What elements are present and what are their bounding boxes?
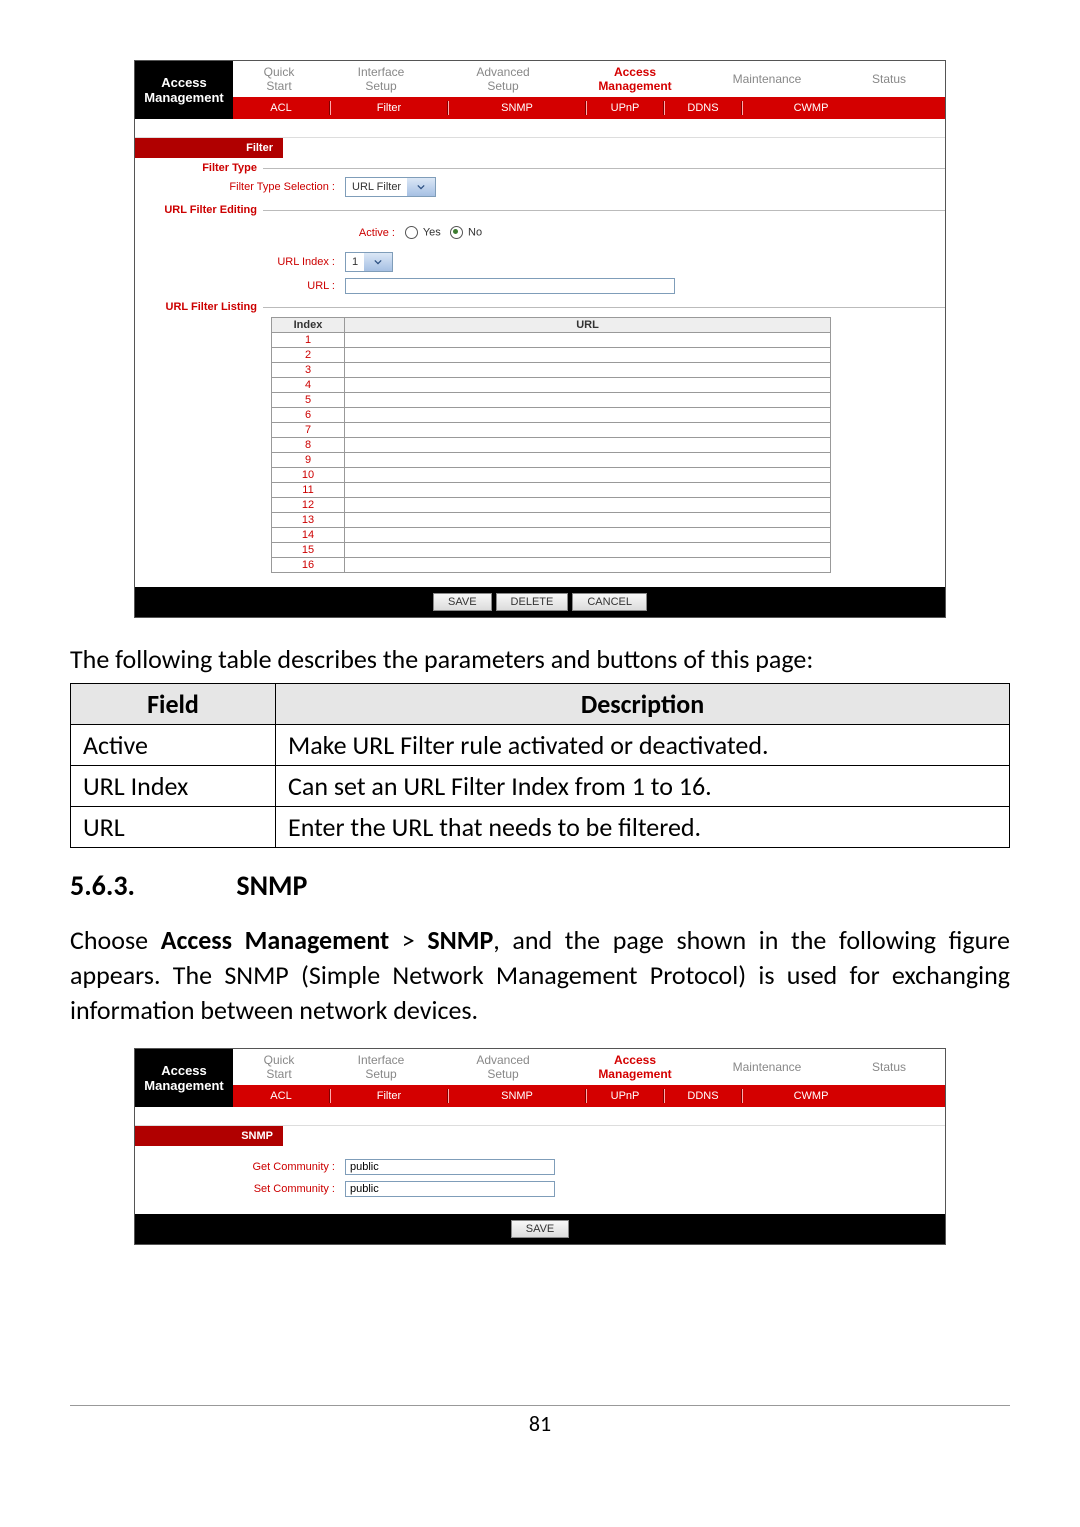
- listing-row: 5: [272, 393, 831, 408]
- sub-tab-upnp[interactable]: UPnP: [587, 1085, 663, 1107]
- listing-row: 12: [272, 498, 831, 513]
- filter-section-header: Filter: [135, 138, 283, 158]
- url-index-select[interactable]: 1: [345, 252, 393, 272]
- sub-tab-ddns[interactable]: DDNS: [665, 1085, 741, 1107]
- url-filter-editing-label: URL Filter Editing: [135, 200, 263, 216]
- chevron-down-icon: [364, 253, 392, 271]
- listing-col-index: Index: [272, 318, 345, 333]
- delete-button[interactable]: DELETE: [496, 593, 569, 611]
- listing-row: 10: [272, 468, 831, 483]
- sub-tab-snmp[interactable]: SNMP: [449, 1085, 585, 1107]
- listing-row: 14: [272, 528, 831, 543]
- section-number: 5.6.3.: [70, 868, 230, 903]
- sub-tab-snmp[interactable]: SNMP: [449, 97, 585, 119]
- brand-line2: Management: [144, 1078, 223, 1093]
- get-community-input[interactable]: [345, 1159, 555, 1175]
- sub-tab-acl[interactable]: ACL: [233, 1085, 329, 1107]
- main-tab-status[interactable]: Status: [833, 61, 945, 97]
- sub-tabs: ACLFilterSNMPUPnPDDNSCWMP: [233, 97, 945, 119]
- listing-row: 9: [272, 453, 831, 468]
- main-tab-interface[interactable]: InterfaceSetup: [325, 61, 437, 97]
- main-tab-maintenance[interactable]: Maintenance: [701, 1049, 833, 1085]
- sub-tab-ddns[interactable]: DDNS: [665, 97, 741, 119]
- filter-type-section-label: Filter Type: [135, 158, 263, 174]
- chevron-down-icon: [407, 178, 435, 196]
- page-number: 81: [70, 1405, 1010, 1437]
- snmp-button-bar: SAVE: [135, 1214, 945, 1244]
- snmp-section-header: SNMP: [135, 1126, 283, 1146]
- url-input[interactable]: [345, 278, 675, 294]
- url-index-value: 1: [346, 256, 364, 268]
- section-title: SNMP: [236, 868, 307, 903]
- cancel-button[interactable]: CANCEL: [572, 593, 647, 611]
- listing-row: 7: [272, 423, 831, 438]
- param-row: ActiveMake URL Filter rule activated or …: [71, 725, 1010, 766]
- param-th-desc: Description: [276, 684, 1010, 725]
- main-tab-quick[interactable]: QuickStart: [233, 1049, 325, 1085]
- filter-type-select[interactable]: URL Filter: [345, 177, 436, 197]
- main-tab-quick[interactable]: QuickStart: [233, 61, 325, 97]
- set-community-label: Set Community :: [145, 1183, 345, 1195]
- brand-box: Access Management: [135, 1049, 233, 1107]
- main-tab-advanced[interactable]: AdvancedSetup: [437, 61, 569, 97]
- screenshot-snmp: Access Management QuickStartInterfaceSet…: [134, 1048, 946, 1245]
- listing-row: 13: [272, 513, 831, 528]
- sub-tab-acl[interactable]: ACL: [233, 97, 329, 119]
- listing-row: 11: [272, 483, 831, 498]
- sub-tab-filter[interactable]: Filter: [331, 97, 447, 119]
- main-tab-advanced[interactable]: AdvancedSetup: [437, 1049, 569, 1085]
- brand-line2: Management: [144, 90, 223, 105]
- save-button[interactable]: SAVE: [433, 593, 492, 611]
- intro-text-1: The following table describes the parame…: [70, 642, 1010, 677]
- save-button[interactable]: SAVE: [511, 1220, 570, 1238]
- active-label: Active :: [145, 227, 405, 239]
- sub-tab-cwmp[interactable]: CWMP: [743, 97, 879, 119]
- set-community-input[interactable]: [345, 1181, 555, 1197]
- main-tab-access[interactable]: AccessManagement: [569, 61, 701, 97]
- listing-row: 1: [272, 333, 831, 348]
- param-row: URL IndexCan set an URL Filter Index fro…: [71, 766, 1010, 807]
- active-yes-radio[interactable]: [405, 226, 418, 239]
- listing-row: 16: [272, 558, 831, 573]
- main-tab-status[interactable]: Status: [833, 1049, 945, 1085]
- main-tabs: QuickStartInterfaceSetupAdvancedSetupAcc…: [233, 1049, 945, 1085]
- listing-row: 2: [272, 348, 831, 363]
- active-no-radio[interactable]: [450, 226, 463, 239]
- brand-line1: Access: [161, 75, 207, 90]
- param-th-field: Field: [71, 684, 276, 725]
- main-tab-interface[interactable]: InterfaceSetup: [325, 1049, 437, 1085]
- sub-tab-upnp[interactable]: UPnP: [587, 97, 663, 119]
- sub-tab-filter[interactable]: Filter: [331, 1085, 447, 1107]
- filter-type-selection-label: Filter Type Selection :: [145, 181, 345, 193]
- intro-text-2: Choose Access Management > SNMP, and the…: [70, 923, 1010, 1028]
- main-tab-maintenance[interactable]: Maintenance: [701, 61, 833, 97]
- brand-box: Access Management: [135, 61, 233, 119]
- filter-button-bar: SAVEDELETECANCEL: [135, 587, 945, 617]
- section-heading: 5.6.3. SNMP: [70, 868, 1010, 903]
- url-index-label: URL Index :: [145, 256, 345, 268]
- sub-tabs: ACLFilterSNMPUPnPDDNSCWMP: [233, 1085, 945, 1107]
- active-no-text: No: [468, 226, 482, 238]
- url-filter-listing-table: Index URL 12345678910111213141516: [271, 317, 831, 573]
- listing-row: 4: [272, 378, 831, 393]
- listing-row: 3: [272, 363, 831, 378]
- sub-tab-cwmp[interactable]: CWMP: [743, 1085, 879, 1107]
- active-radio-group: Yes No: [405, 226, 945, 239]
- listing-row: 6: [272, 408, 831, 423]
- active-yes-text: Yes: [423, 226, 441, 238]
- listing-col-url: URL: [345, 318, 831, 333]
- listing-row: 8: [272, 438, 831, 453]
- screenshot-url-filter: Access Management QuickStartInterfaceSet…: [134, 60, 946, 618]
- main-tabs: QuickStartInterfaceSetupAdvancedSetupAcc…: [233, 61, 945, 97]
- main-tab-access[interactable]: AccessManagement: [569, 1049, 701, 1085]
- url-label: URL :: [145, 280, 345, 292]
- get-community-label: Get Community :: [145, 1161, 345, 1173]
- url-filter-listing-label: URL Filter Listing: [135, 297, 263, 313]
- parameter-table: Field Description ActiveMake URL Filter …: [70, 683, 1010, 848]
- filter-type-value: URL Filter: [346, 181, 407, 193]
- param-row: URLEnter the URL that needs to be filter…: [71, 807, 1010, 848]
- brand-line1: Access: [161, 1063, 207, 1078]
- listing-row: 15: [272, 543, 831, 558]
